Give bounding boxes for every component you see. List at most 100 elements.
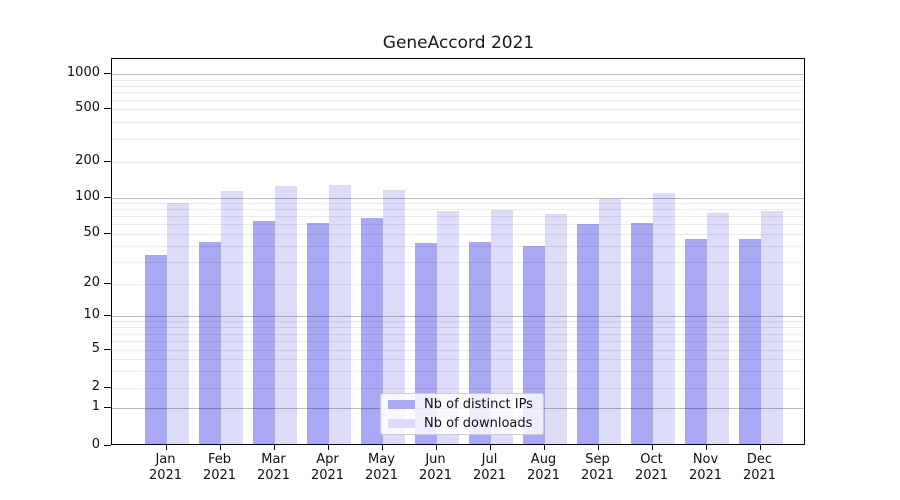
x-tick-label: Apr 2021 — [310, 452, 345, 483]
gridline-minor — [112, 138, 804, 140]
y-tick-label: 50 — [83, 224, 100, 240]
bar-downloads — [652, 192, 675, 444]
bar-downloads — [328, 184, 351, 444]
bar-distinct-ips — [306, 223, 329, 444]
y-tick — [104, 282, 111, 284]
gridline-minor — [112, 92, 804, 94]
y-tick-label: 1 — [91, 399, 100, 415]
y-tick-label: 20 — [83, 274, 100, 290]
bar-distinct-ips — [252, 220, 275, 444]
bar-downloads — [274, 186, 297, 444]
bar-distinct-ips — [144, 254, 167, 444]
y-tick — [104, 349, 111, 351]
x-tick-label: May 2021 — [364, 452, 399, 483]
y-tick-label: 0 — [91, 437, 100, 452]
legend-item-distinct-ips: Nb of distinct IPs — [388, 397, 537, 413]
plot-area — [111, 58, 805, 445]
y-tick — [104, 232, 111, 234]
legend-label-distinct-ips: Nb of distinct IPs — [424, 397, 533, 412]
gridline-minor — [112, 209, 804, 211]
y-tick-label: 1000 — [66, 65, 100, 81]
bar-downloads — [598, 199, 621, 444]
x-tick — [273, 445, 275, 450]
x-tick-label: Jul 2021 — [472, 452, 507, 483]
x-tick-label: Jan 2021 — [148, 452, 183, 483]
y-tick — [104, 196, 111, 198]
x-tick — [381, 445, 383, 450]
legend-swatch-downloads — [388, 419, 415, 428]
gridline-major — [112, 74, 804, 76]
gridline-minor — [112, 203, 804, 205]
bar-downloads — [166, 203, 189, 444]
x-tick-label: Jun 2021 — [418, 452, 453, 483]
y-tick — [104, 445, 111, 446]
x-tick-label: Mar 2021 — [256, 452, 291, 483]
y-tick-label: 10 — [83, 307, 100, 323]
gridline-minor — [112, 321, 804, 323]
y-tick — [104, 315, 111, 317]
bar-downloads — [760, 210, 783, 444]
y-tick-label: 5 — [91, 341, 100, 357]
gridline-minor — [112, 387, 804, 389]
gridline-major — [112, 197, 804, 199]
x-tick-label: Dec 2021 — [742, 452, 777, 483]
x-tick — [705, 445, 707, 450]
bar-distinct-ips — [198, 241, 221, 444]
x-tick — [597, 445, 599, 450]
chart-title: GeneAccord 2021 — [382, 33, 535, 53]
bar-distinct-ips — [576, 224, 599, 444]
y-tick — [104, 386, 111, 388]
gridline-minor — [112, 79, 804, 81]
y-tick-label: 100 — [75, 188, 100, 204]
gridline-minor — [112, 216, 804, 218]
bar-downloads — [706, 212, 729, 444]
x-tick — [165, 445, 167, 450]
gridline-minor — [112, 85, 804, 87]
y-tick — [104, 108, 111, 110]
y-tick-label: 200 — [75, 153, 100, 168]
bar-downloads — [220, 191, 243, 444]
bar-downloads — [436, 210, 459, 444]
x-tick — [327, 445, 329, 450]
x-tick-label: Nov 2021 — [688, 452, 723, 483]
y-tick — [104, 407, 111, 409]
x-tick-label: Feb 2021 — [202, 452, 237, 483]
gridline-minor — [112, 350, 804, 352]
gridline-minor — [112, 224, 804, 226]
gridline-minor — [112, 283, 804, 285]
x-tick-label: Aug 2021 — [526, 452, 561, 483]
bar-distinct-ips — [684, 239, 707, 444]
gridline-minor — [112, 233, 804, 235]
bar-distinct-ips — [360, 217, 383, 444]
x-tick — [435, 445, 437, 450]
y-tick-label: 2 — [91, 378, 100, 394]
bar-downloads — [382, 190, 405, 444]
gridline-minor — [112, 359, 804, 361]
y-tick-label: 500 — [75, 100, 100, 116]
gridline-minor — [112, 371, 804, 373]
gridline-minor — [112, 162, 804, 163]
x-tick — [543, 445, 545, 450]
y-tick — [104, 161, 111, 162]
bar-distinct-ips — [738, 239, 761, 444]
x-tick-label: Oct 2021 — [634, 452, 669, 483]
x-tick-label: Sep 2021 — [580, 452, 615, 483]
gridline-minor — [112, 327, 804, 329]
gridline-minor — [112, 245, 804, 247]
legend-swatch-distinct-ips — [388, 400, 415, 409]
gridline-minor — [112, 122, 804, 124]
gridline-minor — [112, 100, 804, 102]
x-tick — [219, 445, 221, 450]
legend-item-downloads: Nb of downloads — [388, 416, 537, 432]
bar-downloads — [490, 209, 513, 444]
x-tick — [759, 445, 761, 450]
gridline-minor — [112, 333, 804, 335]
gridline-minor — [112, 341, 804, 343]
y-tick — [104, 73, 111, 75]
bar-distinct-ips — [630, 223, 653, 444]
x-tick — [651, 445, 653, 450]
gridline-minor — [112, 261, 804, 263]
gridline-major — [112, 316, 804, 318]
bar-downloads — [544, 214, 567, 444]
